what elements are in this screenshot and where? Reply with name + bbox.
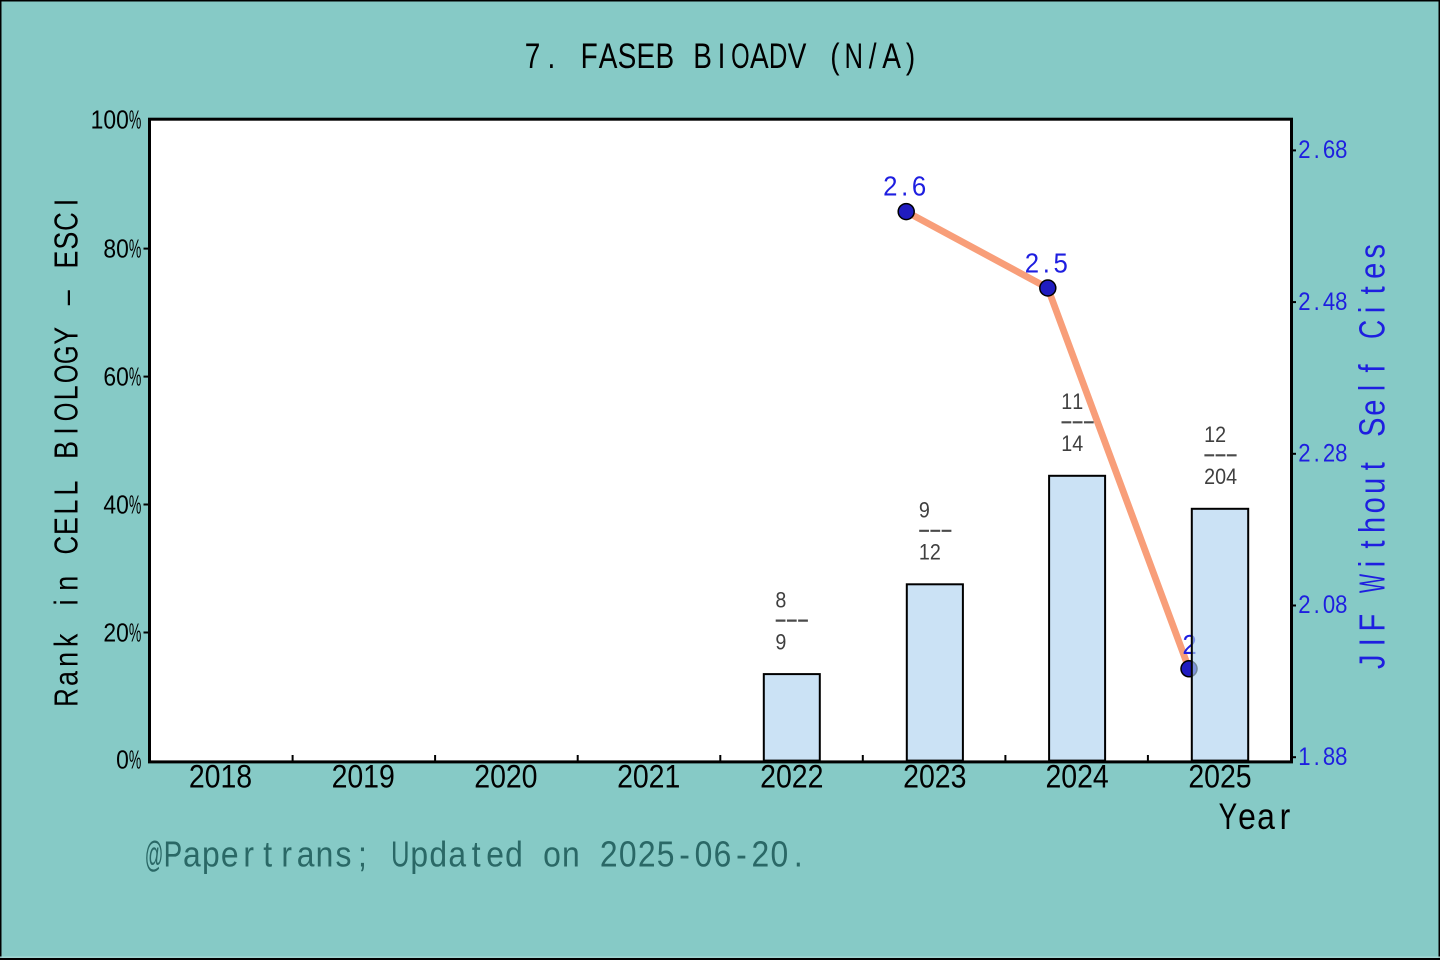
- svg-text:2023: 2023: [903, 760, 966, 795]
- svg-text:@: @: [145, 835, 164, 875]
- svg-text:12: 12: [1204, 423, 1226, 447]
- svg-text:40: 40: [103, 491, 128, 520]
- svg-text:12: 12: [919, 541, 941, 565]
- svg-text:/A): /A): [869, 36, 915, 76]
- svg-text:C: C: [1351, 320, 1392, 339]
- svg-text:A: A: [750, 36, 769, 76]
- svg-text:C: C: [49, 212, 86, 231]
- svg-text:9: 9: [919, 499, 930, 523]
- svg-text:20: 20: [103, 619, 128, 648]
- svg-text:O: O: [731, 37, 750, 76]
- svg-text:JIF: JIF: [1351, 614, 1392, 669]
- svg-text:11: 11: [1061, 390, 1083, 414]
- svg-text:pdated on 2025-06-20.: pdated on 2025-06-20.: [410, 834, 802, 874]
- svg-text:OG: OG: [49, 345, 86, 383]
- svg-text:2019: 2019: [332, 760, 395, 795]
- svg-text:%: %: [129, 746, 141, 775]
- svg-text:80: 80: [103, 236, 128, 265]
- svg-text:%: %: [129, 491, 141, 520]
- svg-text:7. FASEB BI: 7. FASEB BI: [525, 36, 726, 76]
- svg-text:I: I: [49, 199, 85, 206]
- svg-text:14: 14: [1061, 432, 1083, 456]
- svg-text:W: W: [1352, 574, 1393, 593]
- svg-text:%: %: [129, 363, 141, 392]
- svg-text:2.08: 2.08: [1298, 592, 1347, 620]
- svg-text:%: %: [129, 619, 141, 648]
- svg-text:%: %: [129, 106, 141, 135]
- svg-text:%: %: [129, 235, 141, 264]
- svg-text:ELL BI: ELL BI: [49, 427, 85, 535]
- svg-text:0: 0: [116, 746, 129, 775]
- svg-text:P: P: [164, 834, 183, 874]
- svg-text:204: 204: [1204, 465, 1237, 489]
- svg-text:ear: ear: [1238, 796, 1291, 838]
- svg-text:U: U: [391, 834, 410, 874]
- svg-text:60: 60: [103, 364, 128, 393]
- svg-text:Y: Y: [1219, 796, 1238, 838]
- svg-text:L: L: [49, 385, 85, 400]
- svg-text:2022: 2022: [760, 760, 823, 795]
- svg-text:1.88: 1.88: [1298, 744, 1347, 772]
- svg-text:2020: 2020: [474, 760, 537, 795]
- svg-text:N: N: [845, 36, 864, 76]
- svg-text:O: O: [49, 403, 86, 422]
- svg-text:2021: 2021: [617, 760, 680, 795]
- svg-text:2025: 2025: [1188, 760, 1251, 795]
- svg-text:100: 100: [91, 106, 129, 135]
- svg-text:2024: 2024: [1045, 760, 1108, 795]
- svg-text:2018: 2018: [189, 760, 252, 795]
- svg-text:C: C: [49, 536, 86, 555]
- svg-text:2.5: 2.5: [1025, 247, 1068, 278]
- svg-text:2.6: 2.6: [883, 171, 926, 202]
- svg-text:V (: V (: [788, 36, 840, 76]
- svg-text:2.28: 2.28: [1298, 440, 1347, 468]
- svg-text:D: D: [769, 36, 788, 76]
- svg-text:8: 8: [775, 589, 786, 613]
- svg-text:2.48: 2.48: [1298, 289, 1347, 317]
- svg-text:R: R: [49, 688, 86, 707]
- svg-text:9: 9: [775, 630, 786, 654]
- svg-text:2.68: 2.68: [1298, 137, 1347, 165]
